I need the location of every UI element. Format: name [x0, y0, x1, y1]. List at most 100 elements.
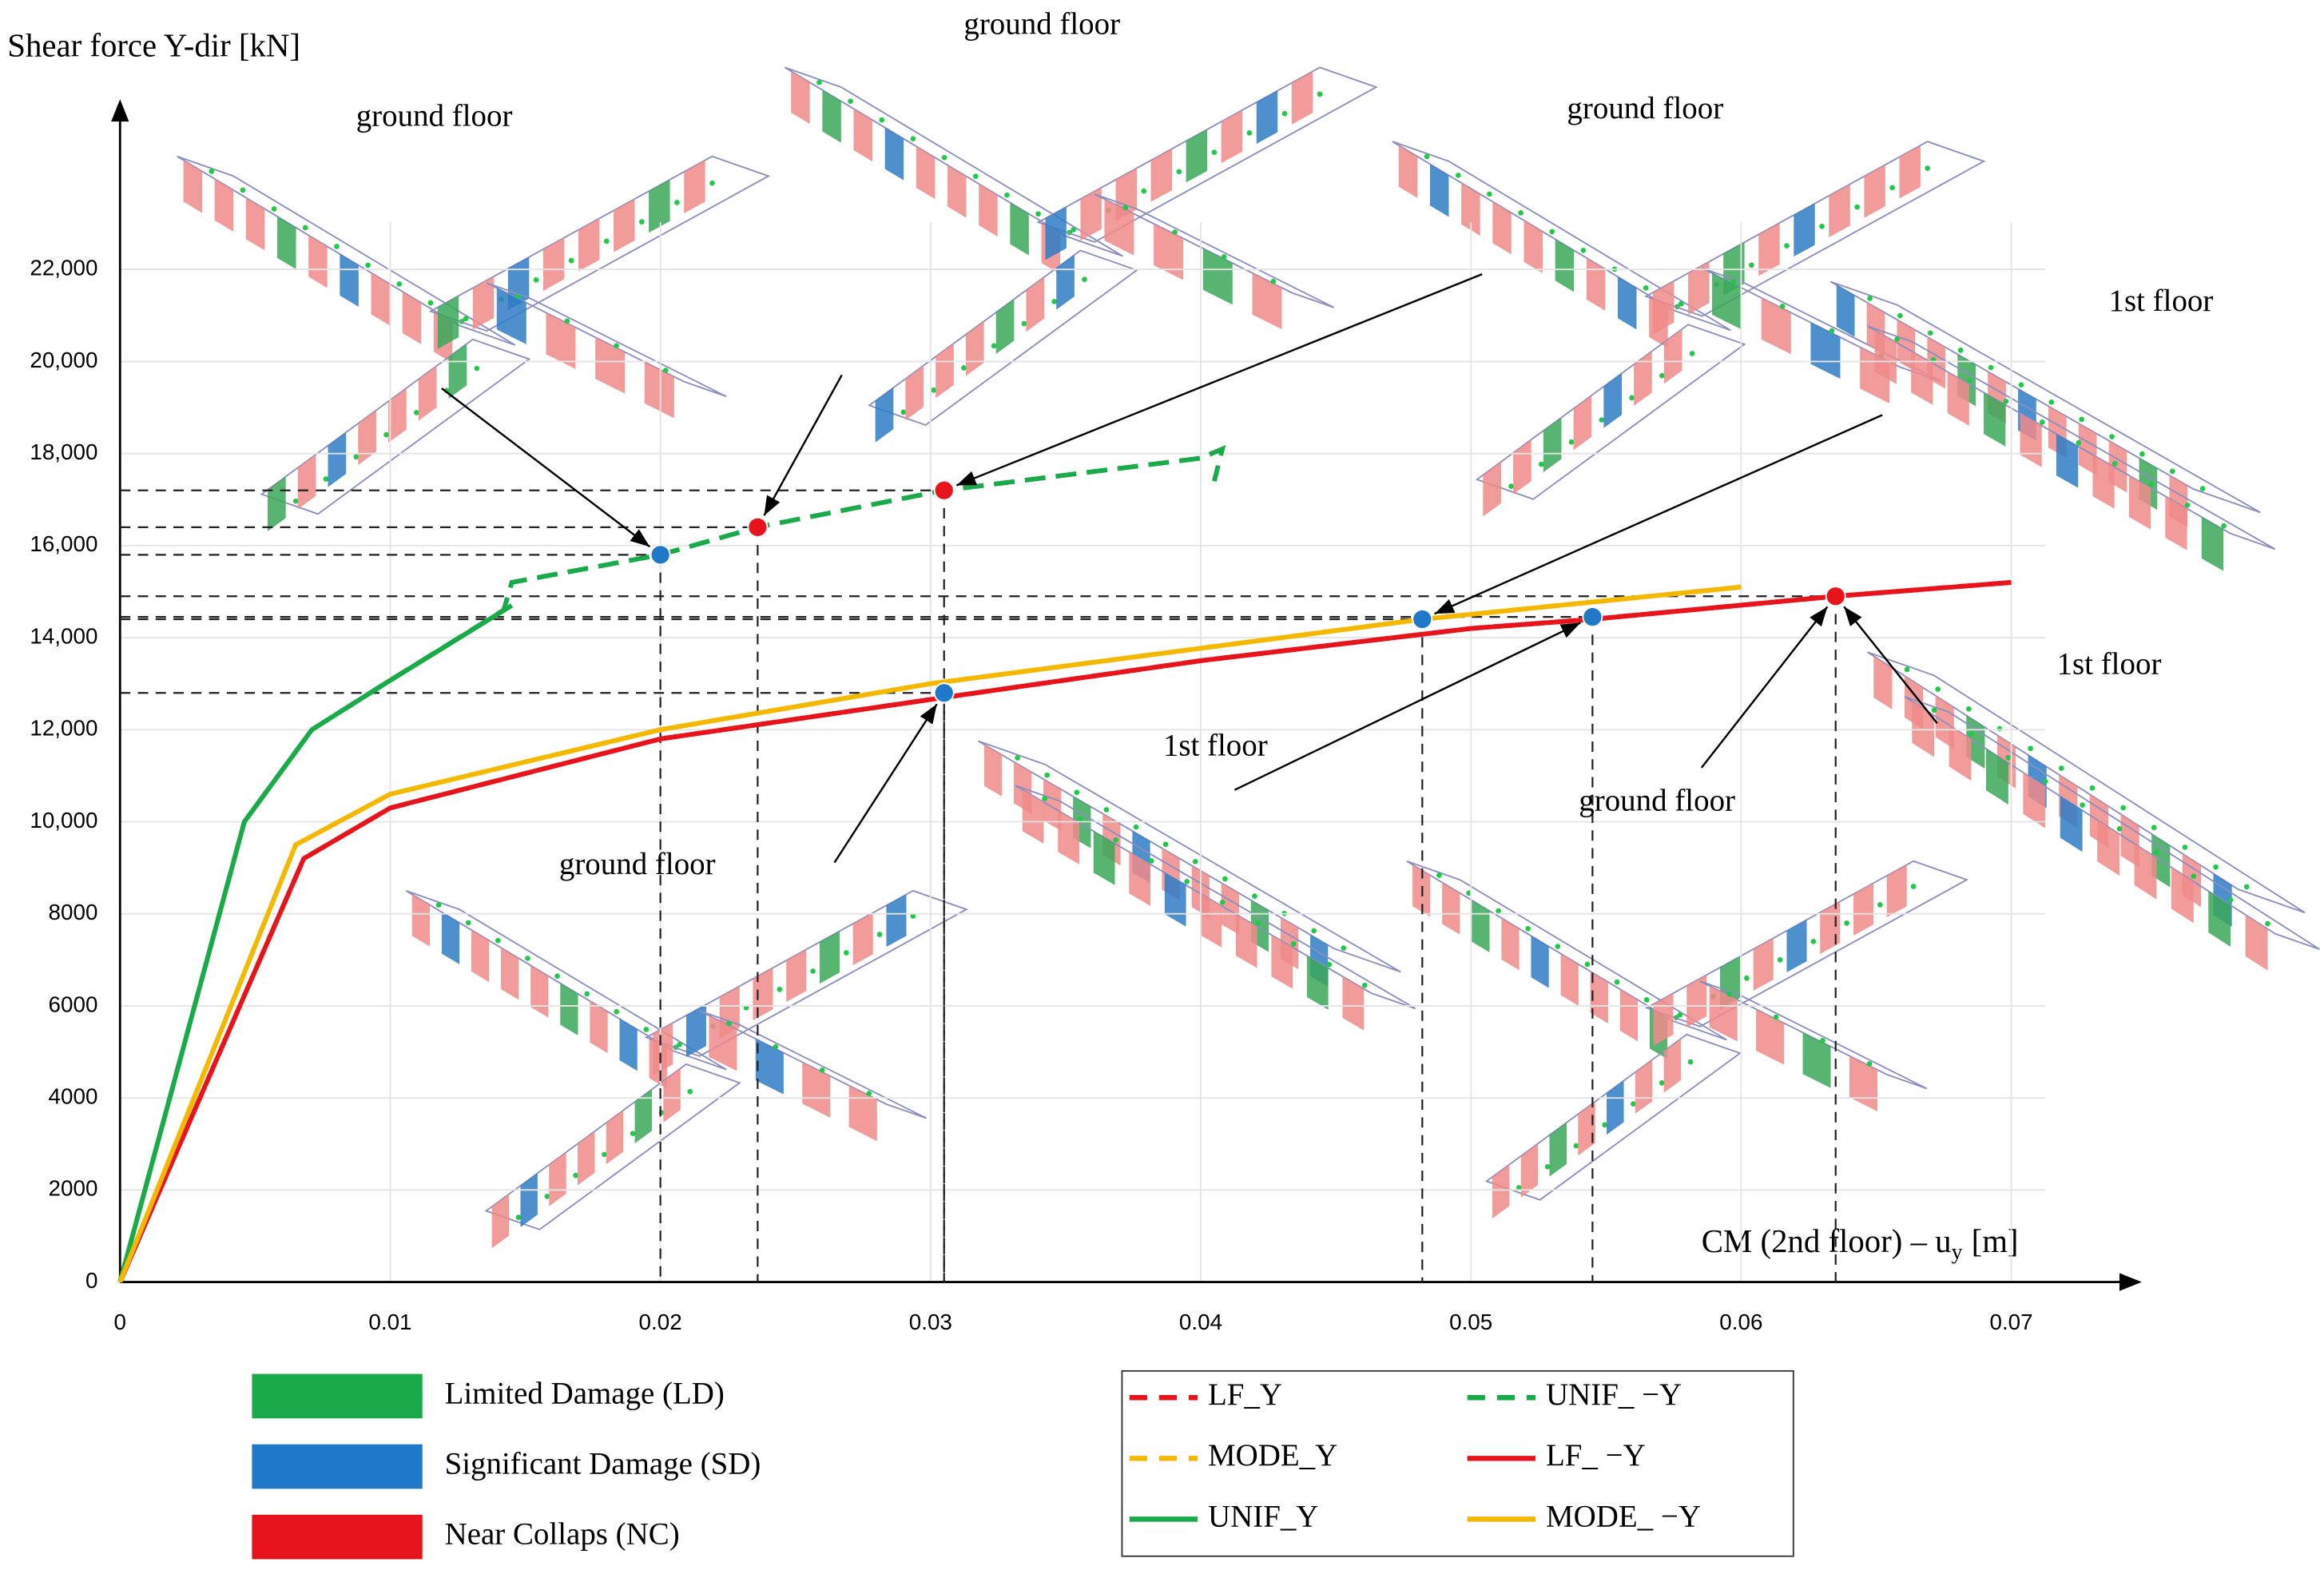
wall-panel — [1080, 187, 1102, 241]
wall-panel — [340, 253, 359, 307]
hinge-dot — [1777, 956, 1783, 963]
wall-panel — [1549, 1122, 1567, 1177]
x-axis-label-main: CM (2nd floor) – u — [1702, 1224, 1952, 1260]
wall-panel — [542, 237, 565, 291]
wall-panel — [1897, 320, 1916, 372]
wall-panel — [590, 1000, 608, 1054]
wall-panel — [2245, 914, 2268, 971]
wall-panel — [1026, 276, 1045, 332]
wall-panel — [1555, 239, 1575, 292]
wall-panel — [1513, 439, 1531, 495]
wall-panel — [2134, 843, 2157, 900]
hinge-dot — [1184, 879, 1190, 884]
series-line — [117, 579, 2012, 1283]
arrow-head — [920, 704, 937, 725]
wall-panel — [886, 894, 907, 948]
hinge-dot — [1042, 796, 1047, 801]
wall-panel — [1603, 373, 1623, 428]
arrow-head — [630, 529, 650, 547]
wall-panel — [1306, 956, 1329, 1010]
hinge-dot — [2080, 802, 2085, 808]
hinge-dot — [910, 913, 916, 919]
hinge-dot — [396, 281, 403, 287]
hinge-dot — [1744, 975, 1750, 981]
wall-panel — [1986, 749, 2008, 805]
hinge-dot — [2058, 765, 2064, 771]
wall-panel — [1461, 182, 1480, 236]
wall-panel — [1164, 872, 1186, 927]
wall-panel — [1586, 257, 1606, 311]
line-legend-box — [1121, 1369, 1794, 1557]
hinge-dot — [435, 902, 442, 908]
x-axis-label: CM (2nd floor) – uy [m] — [1702, 1224, 2019, 1265]
hinge-dot — [292, 498, 299, 504]
wall-panel — [2056, 434, 2079, 488]
arrow-line — [441, 388, 651, 548]
wall-panel — [1022, 789, 1044, 844]
hinge-dot — [533, 276, 539, 283]
hinge-dot — [2079, 416, 2085, 423]
wing-outline — [1644, 860, 1969, 1027]
hinge-dot — [674, 200, 680, 205]
hinge-dot — [2265, 920, 2270, 927]
hinge-dot — [2227, 897, 2234, 903]
hinge-dot — [816, 79, 822, 85]
hinge-dot — [240, 187, 246, 193]
y-axis-label: Shear force Y-dir [kN] — [7, 28, 300, 64]
wall-panel — [1663, 1039, 1682, 1093]
wall-panel — [277, 216, 296, 269]
hinge-dot — [2076, 439, 2082, 446]
hinge-dot — [1544, 1163, 1551, 1170]
wall-panel — [2171, 867, 2194, 924]
x-tick-label: 0.05 — [1449, 1310, 1492, 1334]
x-tick-label: 0.03 — [909, 1310, 952, 1334]
wall-panel — [268, 476, 286, 532]
hinge-dot — [1281, 110, 1288, 117]
wall-panel — [2128, 475, 2151, 530]
wall-panel — [1949, 725, 1972, 781]
wall-panel — [947, 165, 967, 218]
hinge-dot — [584, 991, 590, 997]
wing-outline — [1867, 325, 2276, 551]
hinge-dot — [1844, 920, 1849, 926]
wall-panel — [1712, 272, 1742, 330]
wall-panel — [308, 235, 328, 288]
hinge-dot — [1935, 686, 1941, 692]
wall-panel — [663, 1068, 681, 1123]
damage-point — [1825, 586, 1846, 607]
wall-panel — [1252, 272, 1282, 330]
wall-panel — [1864, 165, 1885, 218]
wall-panel — [1221, 109, 1243, 164]
wall-panel — [649, 179, 670, 233]
hinge-dot — [1730, 279, 1736, 284]
x-tick-label: 0.02 — [639, 1310, 682, 1334]
legend-label: LF_ −Y — [1546, 1438, 1646, 1473]
hinge-dot — [1897, 312, 1903, 319]
wall-panel — [685, 1004, 707, 1057]
hinge-dot — [2182, 845, 2188, 850]
hinge-dot — [1082, 276, 1087, 283]
hinge-dot — [525, 956, 530, 961]
hinge-dot — [1255, 920, 1261, 926]
series-line — [117, 603, 514, 1283]
y-axis-arrow — [111, 99, 129, 122]
hinge-dot — [2154, 849, 2159, 856]
wall-panel — [1501, 917, 1520, 971]
wall-panel — [1619, 989, 1639, 1042]
wall-panel — [979, 184, 998, 237]
wall-panel — [501, 948, 519, 1000]
x-axis-arrow — [2119, 1273, 2142, 1291]
hinge-dot — [1927, 330, 1933, 336]
hinge-dot — [514, 293, 521, 300]
y-tick-label: 14,000 — [30, 623, 97, 648]
arrow-head — [1844, 606, 1862, 626]
hinge-dot — [1549, 229, 1555, 235]
wall-panel — [2023, 772, 2046, 829]
hinge-dot — [1021, 320, 1027, 327]
wall-panel — [1520, 1143, 1539, 1198]
hinge-dot — [1910, 884, 1917, 889]
wing-outline — [1015, 785, 1416, 1010]
hinge-dot — [687, 1088, 693, 1095]
arrow-head — [1559, 622, 1581, 638]
